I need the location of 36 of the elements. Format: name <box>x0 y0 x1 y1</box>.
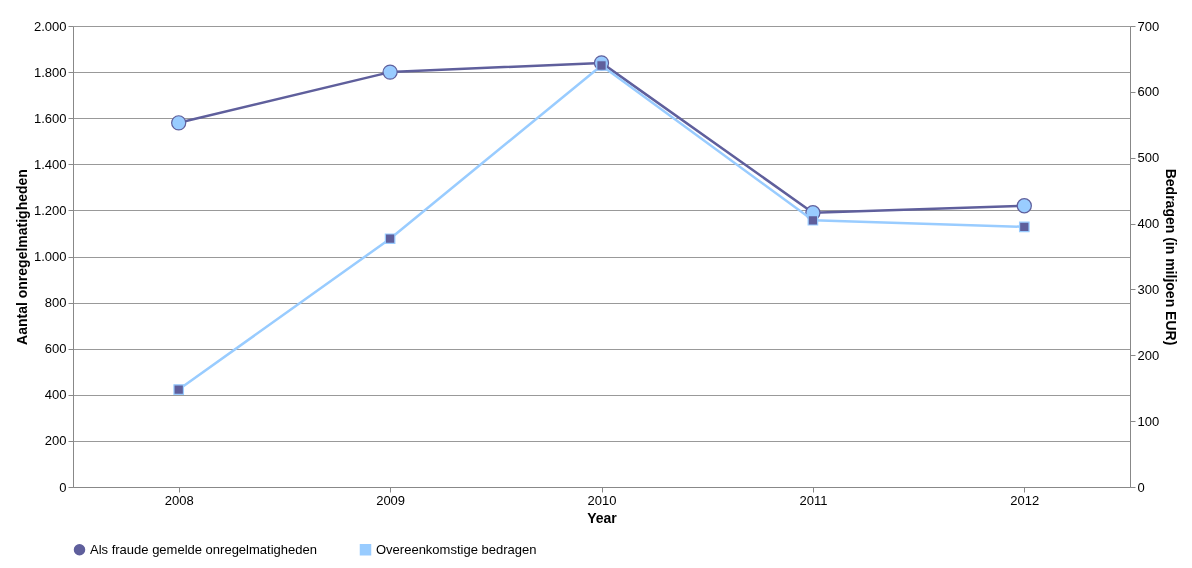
y2-tick-label: 400 <box>1137 216 1160 232</box>
point <box>807 214 819 226</box>
x-tick-label: 2009 <box>376 492 406 508</box>
x-axis-title: Year <box>587 509 618 526</box>
y-tick-label: 1.200 <box>33 202 67 218</box>
y2-tick-label: 700 <box>1137 18 1160 34</box>
y-tick-label: 600 <box>44 341 67 357</box>
y-tick-label: 200 <box>44 433 67 449</box>
y-tick-label: 1.400 <box>33 156 67 172</box>
y-tick-label: 800 <box>44 295 67 311</box>
y-tick-label: 1.600 <box>33 110 67 126</box>
legend-label: Overeenkomstige bedragen <box>376 541 537 557</box>
y-tick-label: 0 <box>59 479 67 495</box>
y-axis-title: Aantal onregelmatigheden <box>13 169 30 345</box>
y-tick-label: 1.000 <box>33 249 67 264</box>
point <box>384 233 396 245</box>
y-tick-label: 400 <box>44 387 67 403</box>
y2-tick-label: 300 <box>1137 281 1160 297</box>
y2-tick-label: 500 <box>1137 150 1160 166</box>
y2-tick-label: 100 <box>1137 413 1160 429</box>
y2-tick-label: 0 <box>1137 479 1145 495</box>
y2-tick-label: 200 <box>1137 347 1160 363</box>
x-tick-label: 2011 <box>799 492 828 508</box>
point <box>382 64 398 80</box>
y-tick-label: 1.800 <box>33 64 67 80</box>
x-tick-label: 2012 <box>1010 492 1040 508</box>
x-tick-label: 2008 <box>164 492 194 508</box>
x-tick-label: 2010 <box>587 492 617 508</box>
point <box>171 115 187 131</box>
y2-tick-label: 600 <box>1137 84 1160 100</box>
y-tick-label: 2.000 <box>33 18 67 34</box>
y2-axis-title: Bedragen (in miljoen EUR) <box>1163 168 1180 346</box>
point <box>1018 221 1030 233</box>
point <box>1016 198 1032 214</box>
point <box>173 384 185 395</box>
legend-label: Als fraude gemelde onregelmatigheden <box>90 541 317 557</box>
